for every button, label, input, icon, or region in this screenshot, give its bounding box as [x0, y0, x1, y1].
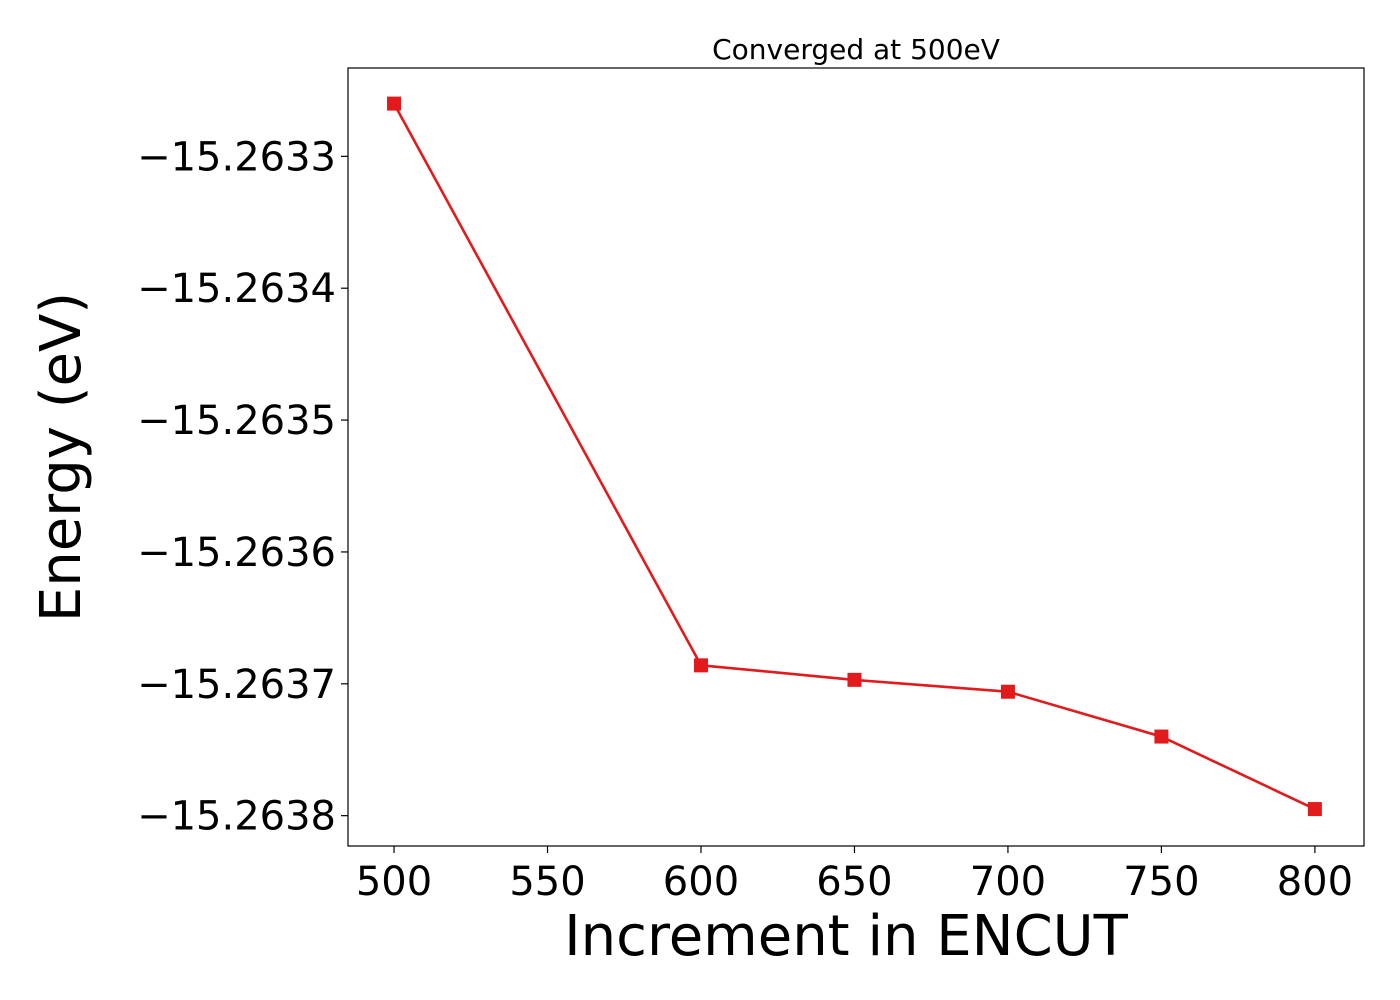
chart-title: Converged at 500eV [712, 33, 1000, 66]
x-axis-ticks: 500 550 600 650 700 750 800 [356, 846, 1353, 905]
y-tick-label: −15.2633 [137, 134, 336, 180]
y-tick-label: −15.2637 [137, 662, 336, 708]
x-tick-label: 800 [1277, 859, 1353, 905]
series-layer [387, 96, 1322, 817]
y-tick-label: −15.2635 [137, 398, 336, 444]
x-tick-label: 550 [509, 859, 585, 905]
plot-area-frame [347, 67, 1365, 847]
data-point-marker [693, 658, 708, 673]
x-tick-label: 750 [1123, 859, 1199, 905]
x-tick-label: 600 [663, 859, 739, 905]
data-point-marker [387, 96, 402, 111]
data-point-marker [847, 672, 862, 687]
y-axis-ticks: −15.2633 −15.2634 −15.2635 −15.2636 −15.2637… [137, 134, 348, 840]
x-axis-title: Increment in ENCUT [564, 904, 1129, 969]
data-point-marker [1154, 729, 1169, 744]
y-tick-label: −15.2636 [137, 530, 336, 576]
y-tick-label: −15.2634 [137, 266, 336, 312]
x-tick-label: 650 [816, 859, 892, 905]
y-tick-label: −15.2638 [137, 794, 336, 840]
data-point-marker [1000, 684, 1015, 699]
x-tick-label: 500 [356, 859, 432, 905]
data-point-marker [1307, 802, 1322, 817]
x-tick-label: 700 [970, 859, 1046, 905]
y-axis-title: Energy (eV) [29, 292, 94, 622]
series-line [392, 102, 1316, 811]
